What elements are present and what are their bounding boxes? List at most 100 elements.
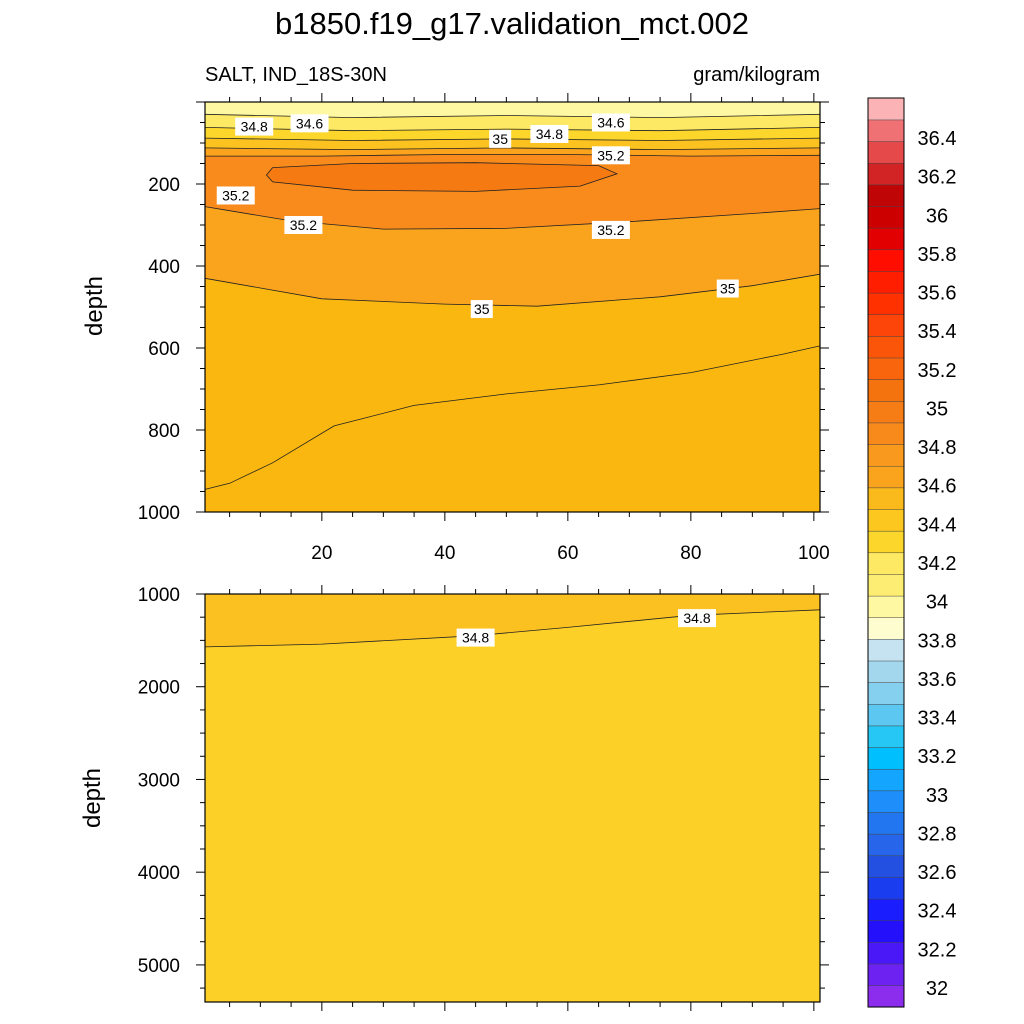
contour-label-box xyxy=(716,279,739,298)
contour-label-text: 34.8 xyxy=(683,610,710,626)
lower-panel: 34.8 34.8 1000 2000 3000 4000 5000 xyxy=(138,585,829,1011)
colorbar-swatch xyxy=(867,660,905,683)
colorbar-swatch xyxy=(867,682,905,705)
colorbar-label: 35.6 xyxy=(918,283,957,305)
contour-label-box xyxy=(591,146,630,165)
colorbar-label: 36 xyxy=(926,205,948,227)
upper-panel-y-tick-label: 400 xyxy=(148,257,180,278)
colorbar: 32 32.2 32.4 32.6 32.8 33 33.2 33.4 33.6 33.8 34 34… xyxy=(867,97,957,1008)
upper-panel-contour-label: 34.6 xyxy=(591,113,630,132)
lower-panel-y-tick-label: 5000 xyxy=(138,956,180,977)
colorbar-label: 32.6 xyxy=(918,862,957,884)
upper-panel-contour-line xyxy=(204,206,821,230)
colorbar-label: 32.2 xyxy=(918,939,957,961)
colorbar-swatch xyxy=(867,790,905,813)
upper-panel-contour-label: 34.8 xyxy=(235,117,274,136)
upper-panel-contour-line xyxy=(204,273,821,307)
colorbar-label: 34.6 xyxy=(918,476,957,498)
upper-panel-contour-label: 35 xyxy=(489,129,512,148)
colorbar-label: 36.2 xyxy=(918,167,957,189)
lower-panel-band-top xyxy=(205,594,820,647)
contour-label-text: 35 xyxy=(474,301,490,317)
contour-label-box xyxy=(284,216,323,234)
colorbar-label: 33.4 xyxy=(918,708,957,730)
colorbar-label: 33.8 xyxy=(918,630,957,652)
upper-panel-contour-label: 34.6 xyxy=(290,114,329,133)
upper-panel-contour-label: 35.2 xyxy=(216,186,255,205)
upper-panel-contour-line xyxy=(265,162,619,192)
contour-label-text: 34.6 xyxy=(597,115,624,131)
contour-label-text: 34.6 xyxy=(296,115,323,131)
colorbar-swatch xyxy=(867,941,905,965)
colorbar-swatch xyxy=(867,379,905,402)
colorbar-swatch xyxy=(867,638,905,662)
contour-label-box xyxy=(216,186,255,205)
upper-panel-x-tick-label: 20 xyxy=(311,543,332,564)
upper-panel-contour-label: 35.2 xyxy=(284,216,323,234)
upper-panel-band-mid350 xyxy=(205,206,820,307)
colorbar-label: 32.8 xyxy=(918,823,957,845)
lower-panel-frame xyxy=(204,593,821,1003)
lower-panel-contour-label: 34.8 xyxy=(456,628,495,647)
colorbar-swatch xyxy=(867,811,905,835)
colorbar-swatch xyxy=(867,400,905,424)
contour-label-box xyxy=(489,129,512,148)
contour-label-box xyxy=(530,124,569,143)
colorbar-swatch xyxy=(867,703,905,727)
upper-panel-band-b350 xyxy=(205,138,820,150)
upper-panel-contour-label: 35.2 xyxy=(591,220,630,239)
contour-label-box xyxy=(290,114,329,133)
colorbar-label: 32.4 xyxy=(918,901,957,923)
colorbar-swatch xyxy=(867,768,905,792)
contour-label-box xyxy=(470,300,493,319)
contour-label-box xyxy=(591,113,630,132)
colorbar-swatch xyxy=(867,595,905,618)
contour-label-text: 34.8 xyxy=(241,119,268,135)
colorbar-swatch xyxy=(867,119,905,142)
variable-label: SALT, IND_18S-30N xyxy=(205,64,387,86)
colorbar-swatch xyxy=(867,725,905,748)
upper-panel-y-tick-label: 200 xyxy=(148,175,180,196)
colorbar-swatch xyxy=(867,162,905,186)
upper-panel-band-lt346 xyxy=(205,102,820,118)
upper-panel-contour-line xyxy=(205,154,821,157)
colorbar-swatch xyxy=(867,508,905,532)
contour-label-text: 35 xyxy=(492,131,508,147)
units-label: gram/kilogram xyxy=(693,64,820,86)
colorbar-swatch xyxy=(867,292,905,315)
colorbar-label: 33 xyxy=(926,785,948,807)
colorbar-swatch xyxy=(867,963,905,986)
lower-panel-y-tick-label: 3000 xyxy=(138,770,180,791)
colorbar-swatch xyxy=(867,898,905,921)
lower-panel-y-tick-label: 1000 xyxy=(138,585,180,606)
colorbar-label: 32 xyxy=(926,978,948,1000)
upper-panel: 34.8 34.6 35 34.8 34.6 35.2 35.2 35.2 35.2 35 35 20… xyxy=(138,93,830,564)
upper-panel-contour-label: 35.2 xyxy=(591,146,630,165)
contour-label-text: 35 xyxy=(720,281,736,297)
contour-label-box xyxy=(235,117,274,136)
contour-label-text: 35.2 xyxy=(222,187,249,203)
contour-label-text: 34.8 xyxy=(536,126,563,142)
upper-panel-band-b346 xyxy=(205,114,820,131)
upper-panel-y-tick-label: 800 xyxy=(148,421,180,442)
colorbar-swatch xyxy=(867,227,905,251)
colorbar-swatch xyxy=(867,833,905,857)
colorbar-label: 35.4 xyxy=(918,321,957,343)
upper-panel-contour-label: 35 xyxy=(716,279,739,298)
contour-label-text: 35.2 xyxy=(597,147,624,163)
colorbar-swatch xyxy=(867,184,905,207)
colorbar-swatch xyxy=(867,205,905,229)
colorbar-swatch xyxy=(867,573,905,597)
upper-panel-band-b35 xyxy=(205,147,820,157)
colorbar-swatch xyxy=(867,617,905,640)
colorbar-swatch xyxy=(867,985,905,1008)
colorbar-label: 35 xyxy=(926,398,948,420)
colorbar-label: 34 xyxy=(926,592,948,614)
colorbar-swatch xyxy=(867,552,905,575)
lower-panel-y-tick-label: 2000 xyxy=(138,678,180,699)
upper-panel-contour-line xyxy=(204,345,821,490)
colorbar-label: 34.4 xyxy=(918,514,957,536)
colorbar-swatch xyxy=(867,335,905,359)
colorbar-swatch xyxy=(867,141,905,164)
